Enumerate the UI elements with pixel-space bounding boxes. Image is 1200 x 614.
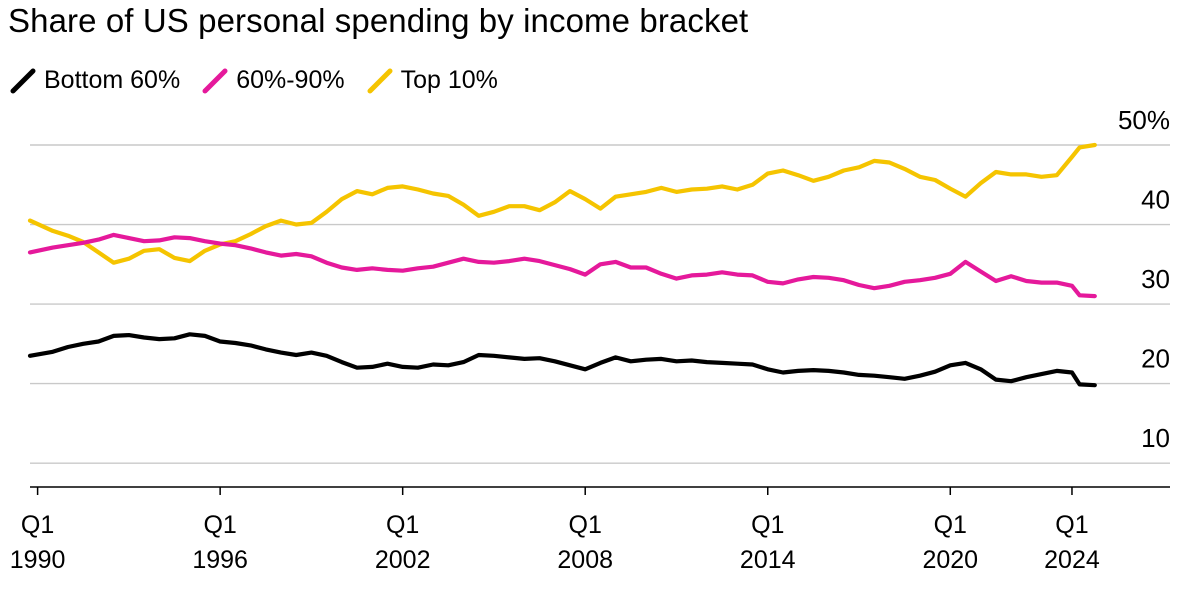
y-tick-label-4: 10 — [1141, 423, 1170, 453]
legend-swatch-top-10 — [367, 68, 393, 93]
legend-swatch-60-90 — [202, 68, 228, 93]
legend-swatch-bottom-60 — [10, 68, 36, 93]
x-tick-quarter-2: Q1 — [386, 511, 419, 539]
legend: Bottom 60% 60%-90% Top 10% — [10, 66, 520, 95]
legend-item-60-90: 60%-90% — [202, 66, 345, 95]
legend-item-top-10: Top 10% — [367, 66, 498, 95]
x-tick-quarter-4: Q1 — [751, 511, 784, 539]
x-tick-year-0: 1990 — [10, 546, 66, 574]
x-tick-year-6: 2024 — [1044, 546, 1100, 574]
x-tick-year-5: 2020 — [922, 546, 978, 574]
x-tick-quarter-6: Q1 — [1055, 511, 1088, 539]
x-tick-quarter-0: Q1 — [21, 511, 54, 539]
y-tick-label-0: 50% — [1118, 105, 1170, 135]
series-line-bottom-60 — [27, 332, 1097, 388]
series-line-top-10 — [27, 142, 1097, 265]
x-tick-quarter-1: Q1 — [203, 511, 236, 539]
chart-title: Share of US personal spending by income … — [8, 2, 749, 39]
x-tick-quarter-5: Q1 — [934, 511, 967, 539]
y-tick-label-1: 40 — [1141, 185, 1170, 215]
legend-item-bottom-60: Bottom 60% — [10, 66, 180, 95]
x-tick-year-2: 2002 — [375, 546, 431, 574]
x-tick-quarter-3: Q1 — [569, 511, 602, 539]
x-tick-year-3: 2008 — [557, 546, 613, 574]
x-tick-year-1: 1996 — [192, 546, 248, 574]
x-tick-year-4: 2014 — [740, 546, 796, 574]
y-tick-label-3: 20 — [1141, 344, 1170, 374]
legend-label-60-90: 60%-90% — [236, 66, 345, 94]
legend-label-bottom-60: Bottom 60% — [44, 66, 181, 94]
y-tick-label-2: 30 — [1141, 264, 1170, 294]
legend-label-top-10: Top 10% — [400, 66, 498, 94]
series-line-60-90 — [27, 232, 1097, 299]
